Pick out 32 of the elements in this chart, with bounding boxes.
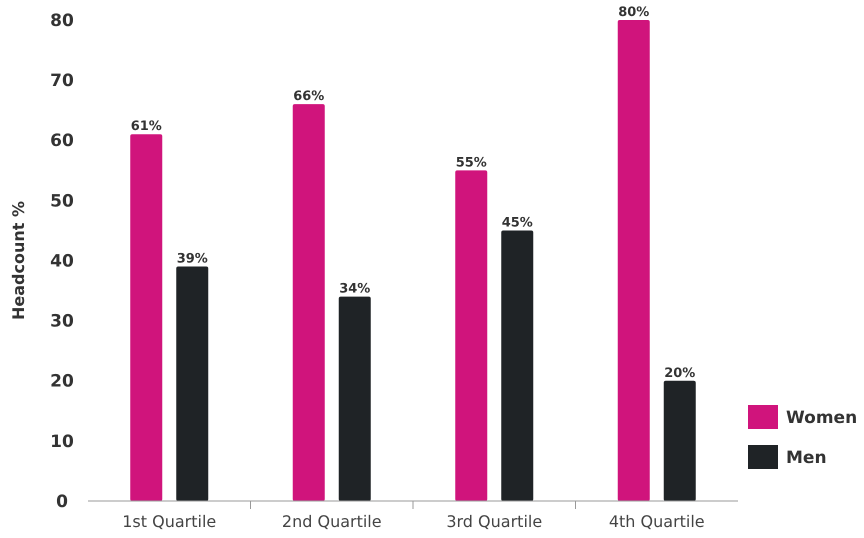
bar bbox=[130, 134, 162, 501]
y-tick-label: 60 bbox=[50, 131, 74, 152]
y-tick-label: 50 bbox=[50, 191, 74, 212]
y-tick-label: 20 bbox=[50, 372, 74, 392]
bar bbox=[176, 266, 208, 501]
data-label: 61% bbox=[130, 119, 162, 134]
data-label: 34% bbox=[339, 282, 370, 297]
bar bbox=[664, 380, 696, 501]
bar bbox=[292, 104, 325, 501]
x-tick-label: 2nd Quartile bbox=[282, 512, 382, 531]
y-tick-label: 70 bbox=[50, 71, 74, 92]
y-tick-label: 10 bbox=[50, 432, 74, 452]
data-label: 45% bbox=[502, 215, 533, 230]
bar bbox=[501, 230, 534, 501]
y-tick-label: 40 bbox=[50, 251, 74, 272]
y-tick-label: 30 bbox=[50, 312, 74, 332]
legend-label: Men bbox=[786, 448, 827, 468]
bar bbox=[338, 296, 371, 501]
bar bbox=[455, 170, 488, 501]
data-label: 80% bbox=[618, 5, 650, 20]
bar bbox=[618, 20, 650, 501]
x-tick-label: 3rd Quartile bbox=[446, 512, 542, 531]
data-label: 20% bbox=[664, 366, 696, 381]
data-label: 55% bbox=[456, 155, 487, 170]
data-label: 66% bbox=[293, 89, 324, 104]
y-tick-label: 0 bbox=[56, 492, 68, 512]
x-tick-label: 1st Quartile bbox=[122, 512, 216, 531]
x-tick-label: 4th Quartile bbox=[608, 512, 705, 531]
data-label: 39% bbox=[176, 252, 208, 267]
y-tick-label: 80 bbox=[50, 10, 74, 31]
y-axis-title: Headcount % bbox=[9, 201, 28, 320]
legend-label: Women bbox=[786, 408, 858, 428]
